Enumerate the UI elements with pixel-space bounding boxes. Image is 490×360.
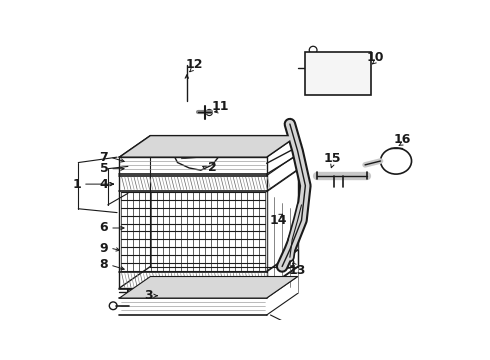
Text: 14: 14	[270, 214, 287, 227]
Text: 12: 12	[186, 58, 203, 71]
Text: 2: 2	[208, 161, 217, 175]
Text: 10: 10	[367, 50, 384, 64]
Text: 1: 1	[73, 177, 81, 190]
Text: 6: 6	[99, 221, 108, 234]
Text: 15: 15	[324, 152, 341, 165]
Polygon shape	[120, 276, 297, 298]
Text: 16: 16	[393, 133, 411, 146]
Text: 8: 8	[99, 258, 108, 271]
Text: 11: 11	[211, 100, 229, 113]
Text: 9: 9	[99, 242, 108, 255]
Circle shape	[134, 326, 140, 332]
FancyBboxPatch shape	[305, 53, 371, 95]
Text: 7: 7	[99, 150, 108, 164]
Text: 3: 3	[144, 289, 152, 302]
Text: 4: 4	[99, 177, 108, 190]
Polygon shape	[120, 136, 297, 157]
Text: 13: 13	[289, 264, 306, 277]
Text: 5: 5	[99, 162, 108, 175]
